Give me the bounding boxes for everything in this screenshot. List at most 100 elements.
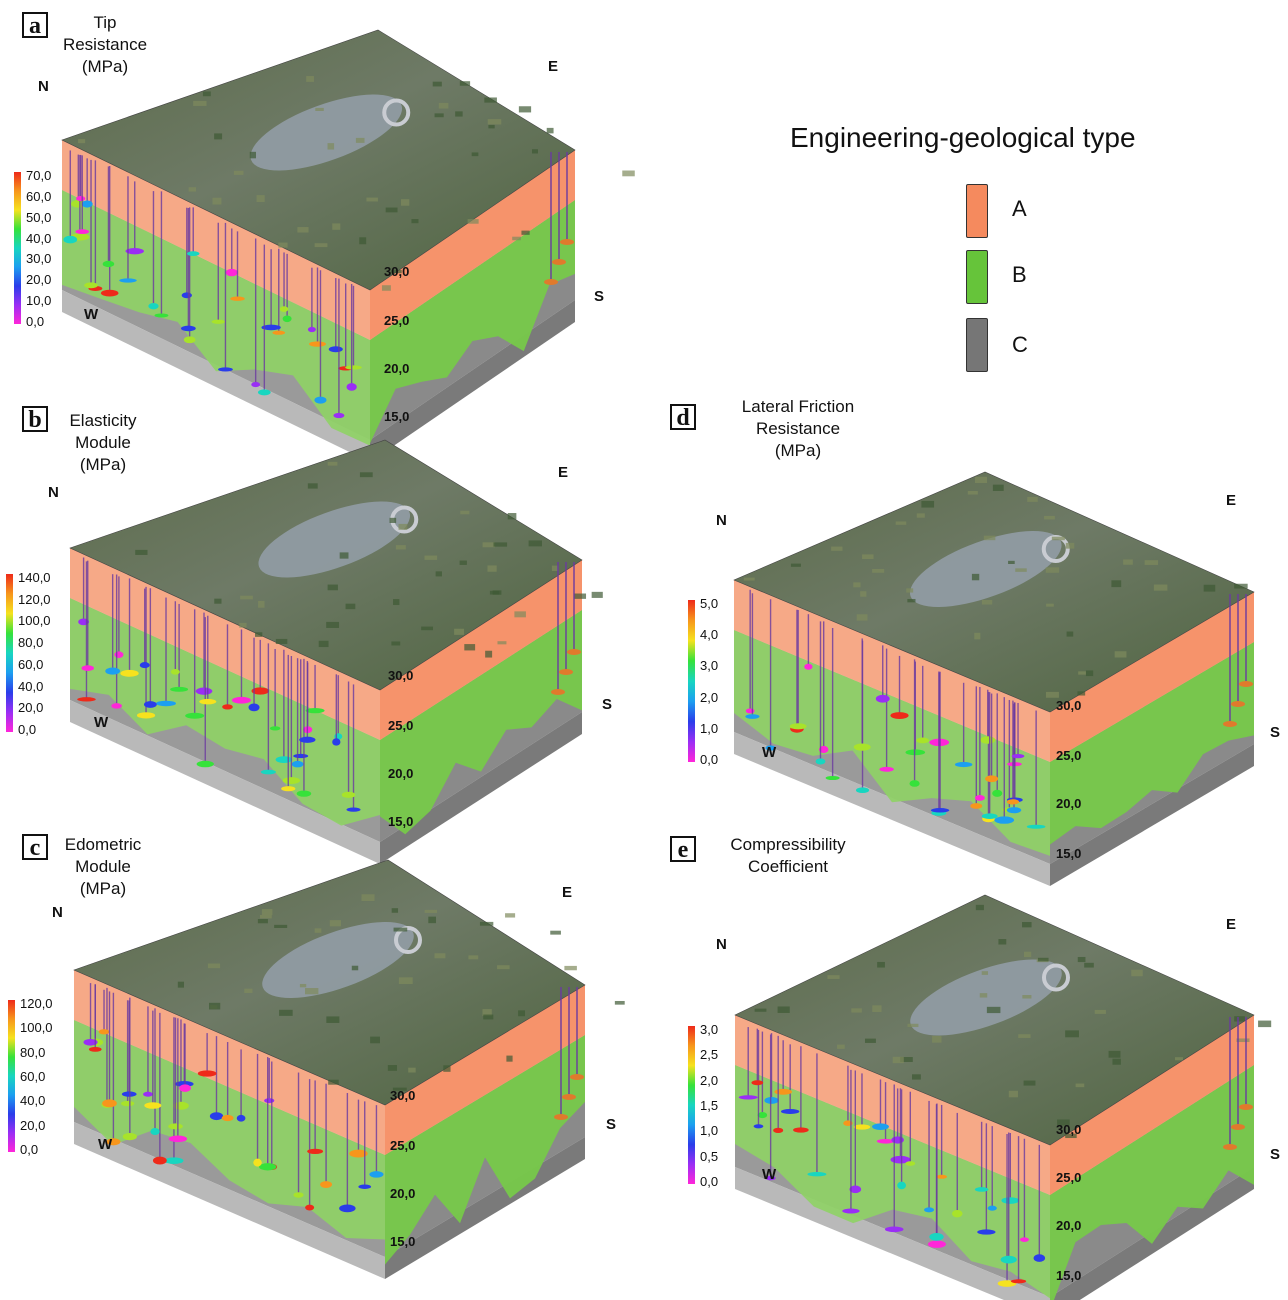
borehole-value-marker xyxy=(358,1184,372,1189)
borehole-value-marker xyxy=(774,1088,793,1095)
borehole-value-marker xyxy=(264,1098,275,1104)
field-patch xyxy=(1258,1020,1272,1028)
field-patch xyxy=(512,236,521,241)
field-patch xyxy=(328,1079,339,1085)
borehole-value-marker xyxy=(221,1114,234,1122)
field-patch xyxy=(1236,1038,1250,1043)
borehole-value-marker xyxy=(544,279,558,285)
west-label: W xyxy=(762,1166,777,1183)
borehole-value-marker xyxy=(111,703,122,709)
field-patch xyxy=(851,1008,862,1013)
field-patch xyxy=(398,523,408,530)
field-patch xyxy=(351,965,359,971)
borehole-value-marker xyxy=(890,712,909,719)
panel-letter: c xyxy=(22,834,48,860)
field-patch xyxy=(518,106,532,113)
borehole-value-marker xyxy=(992,789,1003,797)
field-patch xyxy=(482,542,496,548)
field-patch xyxy=(872,1005,882,1012)
field-patch xyxy=(916,513,925,518)
field-patch xyxy=(1075,1083,1085,1088)
field-patch xyxy=(1077,691,1086,696)
borehole-value-marker xyxy=(333,412,345,419)
field-patch xyxy=(514,611,526,618)
color-scale-tick: 4,0 xyxy=(700,627,719,643)
field-patch xyxy=(1057,1119,1070,1126)
borehole-value-marker xyxy=(261,324,281,331)
borehole-value-marker xyxy=(251,687,270,695)
south-face-layer-a xyxy=(1050,592,1254,762)
field-patch xyxy=(1065,542,1075,549)
field-patch xyxy=(907,598,916,603)
field-patch xyxy=(790,563,801,567)
depth-label: 20,0 xyxy=(384,361,410,376)
depth-label: 20,0 xyxy=(1056,1218,1082,1233)
color-scale-tick: 5,0 xyxy=(700,596,719,611)
borehole-value-marker xyxy=(879,766,894,772)
borehole-value-marker xyxy=(909,780,920,787)
color-scale-bar xyxy=(8,1000,15,1152)
field-patch xyxy=(614,1000,625,1005)
field-patch xyxy=(907,1023,919,1028)
borehole-value-marker xyxy=(222,704,233,710)
borehole-value-marker xyxy=(225,268,238,277)
west-face-layer-b xyxy=(735,1065,1050,1299)
depth-label: 25,0 xyxy=(1056,1170,1082,1185)
field-patch xyxy=(345,603,356,610)
borehole-value-marker xyxy=(1001,1197,1020,1204)
borehole-value-marker xyxy=(168,1123,183,1130)
field-patch xyxy=(393,599,400,606)
field-patch xyxy=(1037,957,1049,962)
borehole-value-marker xyxy=(1026,824,1046,829)
color-scale-tick: 0,0 xyxy=(700,752,719,767)
color-scale-tick: 40,0 xyxy=(26,230,52,246)
field-patch xyxy=(438,102,449,109)
borehole-value-marker xyxy=(257,389,271,396)
borehole-value-marker xyxy=(793,1127,809,1133)
borehole-value-marker xyxy=(76,195,86,202)
borehole-value-marker xyxy=(154,313,169,318)
color-scale-tick: 2,5 xyxy=(700,1047,719,1063)
borehole-value-marker xyxy=(1006,799,1020,805)
field-patch xyxy=(1015,568,1027,572)
color-scale-tick: 3,0 xyxy=(700,658,719,674)
field-patch xyxy=(564,965,577,971)
field-patch xyxy=(355,137,365,143)
borehole-value-marker xyxy=(890,1155,911,1164)
field-patch xyxy=(507,513,517,520)
geological-block-3d xyxy=(61,29,635,462)
depth-label: 15,0 xyxy=(388,814,414,829)
borehole-value-marker xyxy=(180,325,196,332)
color-scale-tick: 40,0 xyxy=(18,678,44,694)
depth-label: 25,0 xyxy=(384,313,410,328)
field-patch xyxy=(314,243,328,248)
panel-title: Tip Resistance (MPa) xyxy=(62,13,148,76)
color-scale-tick: 1,5 xyxy=(700,1098,719,1113)
field-patch xyxy=(497,641,507,645)
field-patch xyxy=(505,913,516,918)
south-label: S xyxy=(1270,724,1281,741)
depth-label: 30,0 xyxy=(1056,1122,1082,1137)
field-patch xyxy=(1153,584,1168,591)
field-patch xyxy=(387,1065,398,1071)
west-face-base xyxy=(62,290,370,462)
field-patch xyxy=(188,187,197,192)
west-face-layer-b xyxy=(734,630,1050,856)
borehole-value-marker xyxy=(102,260,115,268)
field-patch xyxy=(78,139,86,144)
field-patch xyxy=(622,170,635,177)
borehole-value-marker xyxy=(994,816,1015,824)
west-face-base xyxy=(74,1122,385,1279)
borehole-value-marker xyxy=(314,396,327,404)
borehole-value-marker xyxy=(552,259,566,265)
borehole-value-marker xyxy=(230,296,245,301)
borehole-value-marker xyxy=(83,1038,98,1046)
borehole-value-marker xyxy=(987,1205,997,1211)
field-patch xyxy=(207,963,221,969)
field-patch xyxy=(531,149,538,154)
field-patch xyxy=(421,626,434,631)
color-scale-tick: 80,0 xyxy=(20,1044,46,1060)
borehole-value-marker xyxy=(855,787,870,794)
panel-title: Lateral Friction Resistance (MPa) xyxy=(741,397,855,460)
field-patch xyxy=(306,76,314,82)
